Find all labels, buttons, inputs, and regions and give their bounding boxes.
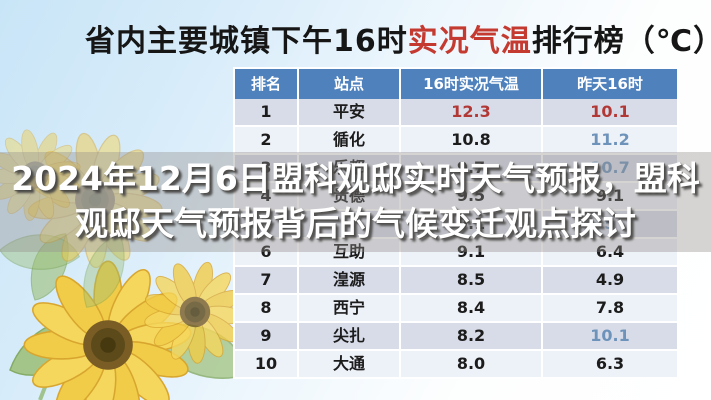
- title-highlight: 实况气温: [407, 24, 532, 59]
- cell-yesterday: 5: [543, 211, 677, 237]
- cell-rank: 3: [235, 155, 297, 181]
- table-row: 3 乐都 9.7 10.7: [235, 155, 677, 181]
- table-row: 8 西宁 8.4 7.8: [235, 295, 677, 321]
- headline-line-2: 观邸天气预报背后的气候变迁观点探讨: [75, 204, 636, 243]
- cell-temp: 9.7: [401, 155, 541, 181]
- page-title: 省内主要城镇下午16时实况气温排行榜（℃）: [85, 16, 711, 60]
- cell-temp: 12.3: [401, 99, 541, 125]
- table-row: 10 大通 8.0 6.3: [235, 351, 677, 377]
- cell-yesterday: 6.3: [543, 351, 677, 377]
- cell-station: [299, 211, 399, 237]
- cell-rank: 8: [235, 295, 297, 321]
- header-rank: 排名: [235, 69, 297, 99]
- table-row: 7 湟源 8.5 4.9: [235, 267, 677, 293]
- header-station: 站点: [299, 69, 399, 99]
- cell-station: 尖扎: [299, 323, 399, 349]
- cell-station: 平安: [299, 99, 399, 125]
- cell-station: 循化: [299, 127, 399, 153]
- table-row: 2 循化 10.8 11.2: [235, 127, 677, 153]
- cell-rank: 10: [235, 351, 297, 377]
- table-row: 1 平安 12.3 10.1: [235, 99, 677, 125]
- cell-rank: 1: [235, 99, 297, 125]
- cell-temp: 8.4: [401, 295, 541, 321]
- cell-yesterday: 10.1: [543, 323, 677, 349]
- headline-banner: 2024年12月6日盟科观邸实时天气预报，盟科 观邸天气预报背后的气候变迁观点探…: [0, 152, 711, 252]
- cell-yesterday: 10.1: [543, 99, 677, 125]
- title-suffix: 排行榜（℃）: [531, 24, 711, 59]
- cell-yesterday: 6.4: [543, 239, 677, 265]
- cell-yesterday: 9.1: [543, 183, 677, 209]
- cell-rank: 2: [235, 127, 297, 153]
- cell-station: 互助: [299, 239, 399, 265]
- table-body: 1 平安 12.3 10.1 2 循化 10.8 11.2 3 乐都 9.7 10.7 4 贵德 9.5 9.…: [235, 99, 677, 377]
- cell-station: 西宁: [299, 295, 399, 321]
- table-header: 排名 站点 16时实况气温 昨天16时: [235, 69, 677, 99]
- cell-temp: 9.1: [401, 239, 541, 265]
- header-temp16: 16时实况气温: [401, 69, 541, 99]
- table-row: 5 9.1 5: [235, 211, 677, 237]
- cell-temp: 9.5: [401, 183, 541, 209]
- cell-rank: 7: [235, 267, 297, 293]
- cell-temp: 10.8: [401, 127, 541, 153]
- table-row: 9 尖扎 8.2 10.1: [235, 323, 677, 349]
- cell-station: 贵德: [299, 183, 399, 209]
- cell-rank: 4: [235, 183, 297, 209]
- cell-station: 乐都: [299, 155, 399, 181]
- cell-temp: 8.5: [401, 267, 541, 293]
- cell-station: 大通: [299, 351, 399, 377]
- table-row: 4 贵德 9.5 9.1: [235, 183, 677, 209]
- headline-line-1: 2024年12月6日盟科观邸实时天气预报，盟科: [11, 159, 700, 199]
- cell-rank: 6: [235, 239, 297, 265]
- table-row: 6 互助 9.1 6.4: [235, 239, 677, 265]
- cell-temp: 9.1: [401, 211, 541, 237]
- cell-temp: 8.2: [401, 323, 541, 349]
- header-yesterday16: 昨天16时: [543, 69, 677, 99]
- cell-yesterday: 4.9: [543, 267, 677, 293]
- cell-rank: 5: [235, 211, 297, 237]
- title-prefix: 省内主要城镇下午16时: [85, 24, 408, 59]
- cell-yesterday: 10.7: [543, 155, 677, 181]
- cell-rank: 9: [235, 323, 297, 349]
- cell-temp: 8.0: [401, 351, 541, 377]
- cell-yesterday: 11.2: [543, 127, 677, 153]
- cell-station: 湟源: [299, 267, 399, 293]
- cell-yesterday: 7.8: [543, 295, 677, 321]
- temperature-ranking-table: 排名 站点 16时实况气温 昨天16时 1 平安 12.3 10.1 2 循化 10.8 11…: [233, 67, 679, 379]
